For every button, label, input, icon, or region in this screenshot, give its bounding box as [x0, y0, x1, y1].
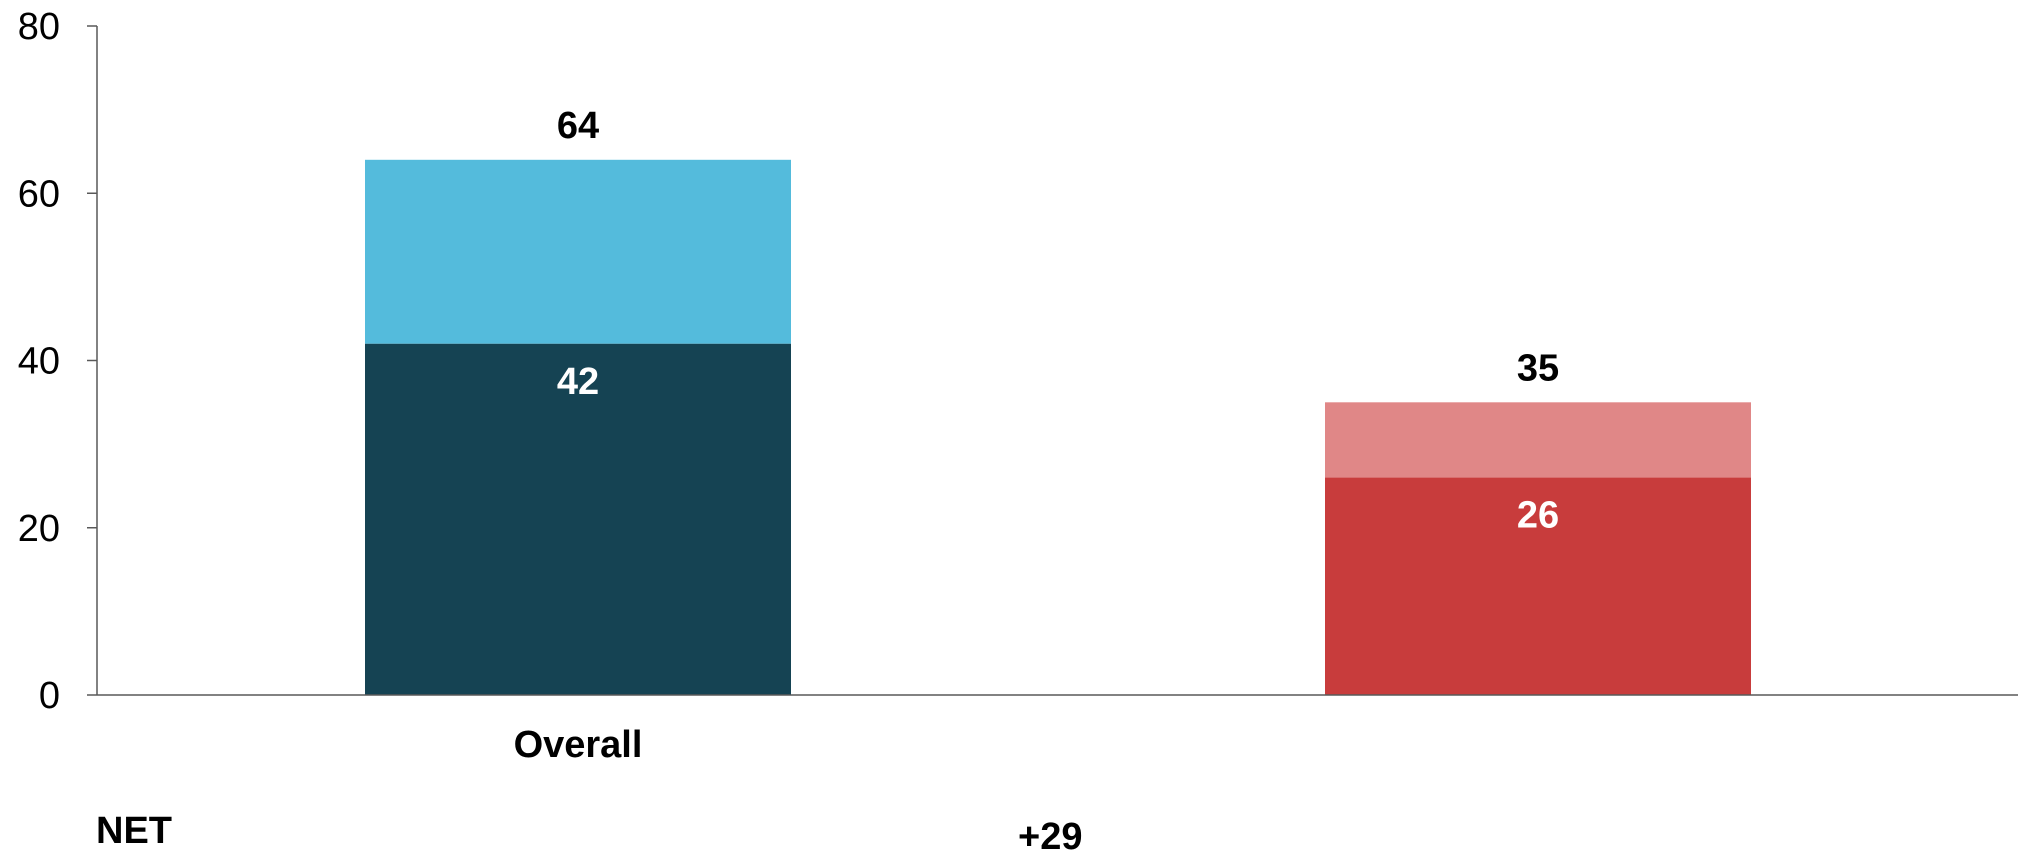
y-tick-label: 80	[18, 6, 60, 48]
y-tick-label: 40	[18, 341, 60, 383]
bar-segment-outer	[1325, 402, 1751, 478]
bar-inner-label: 26	[1517, 495, 1559, 537]
y-tick-label: 20	[18, 508, 60, 550]
x-category-label: Overall	[514, 724, 643, 766]
bar-segment-inner	[1325, 477, 1751, 695]
bar-total-label: 35	[1517, 347, 1559, 389]
bar-total-label: 64	[557, 105, 599, 147]
x-axis: Overall	[97, 694, 2018, 766]
y-tick-label: 0	[39, 675, 60, 717]
bar-labels: 64 42 35 26	[557, 105, 1559, 537]
bar-inner-label: 42	[557, 361, 599, 403]
bars	[365, 159, 1751, 695]
y-axis: 0 20 40 60 80	[18, 6, 98, 717]
net-value: +29	[1018, 816, 1083, 858]
bar-segment-outer	[365, 159, 791, 344]
bar-segment-inner	[365, 343, 791, 695]
net-label: NET	[96, 810, 172, 852]
y-tick-label: 60	[18, 173, 60, 215]
